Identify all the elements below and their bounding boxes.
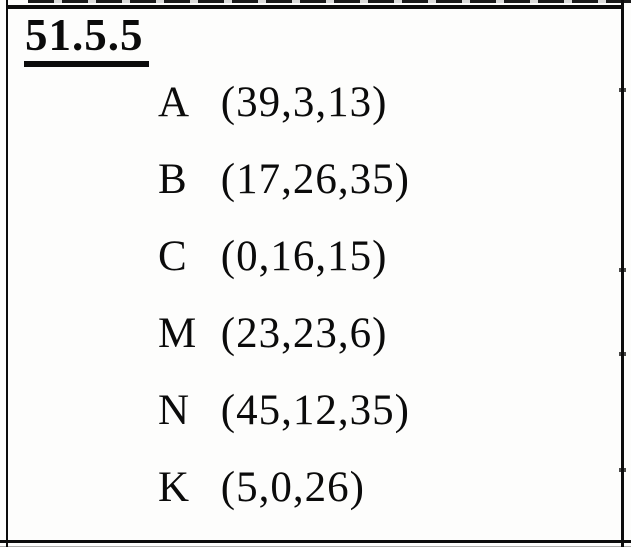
scan-tick-artifact [619,352,626,356]
point-label: K [158,464,190,511]
cell-top-border [6,5,624,9]
point-item-a: A (39,3,13) [158,64,410,141]
point-item-k: K (5,0,26) [158,449,410,526]
point-item-b: B (17,26,35) [158,141,410,218]
cell-bottom-border [0,540,631,543]
point-coords: (45,12,35) [220,387,410,434]
point-label: A [158,79,190,126]
point-label: M [158,310,197,357]
point-coords: (5,0,26) [220,464,365,511]
point-label: C [158,233,187,280]
point-label: B [158,156,187,203]
point-item-m: M (23,23,6) [158,295,410,372]
cell-left-border [6,0,8,547]
cell-right-border [621,0,624,547]
top-edge-artifact-line [28,0,631,3]
scan-tick-artifact [619,268,626,272]
point-label: N [158,387,190,434]
scan-tick-artifact [619,88,626,92]
point-coords: (39,3,13) [220,79,388,126]
point-coords: (23,23,6) [220,310,388,357]
point-coords: (0,16,15) [220,233,388,280]
point-item-n: N (45,12,35) [158,372,410,449]
point-item-c: C (0,16,15) [158,218,410,295]
section-number: 51.5.5 [24,11,149,68]
points-list: A (39,3,13) B (17,26,35) C (0,16,15) M (… [158,64,410,526]
point-coords: (17,26,35) [220,156,410,203]
section-heading: 51.5.5 [24,11,149,68]
scan-tick-artifact [619,468,626,472]
